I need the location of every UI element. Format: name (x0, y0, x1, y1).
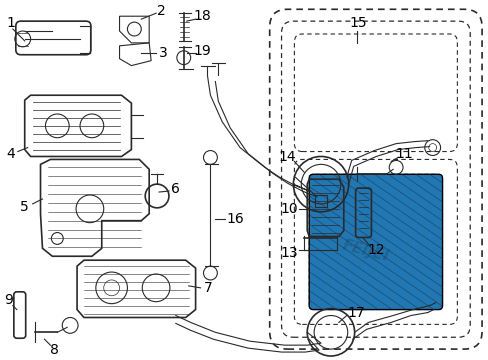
Text: 5: 5 (20, 200, 29, 214)
Text: 15: 15 (349, 16, 366, 30)
Text: 6: 6 (171, 182, 180, 196)
Text: 18: 18 (193, 9, 211, 23)
Text: 14: 14 (278, 150, 296, 165)
Text: 19: 19 (193, 44, 211, 58)
Text: 1: 1 (6, 16, 15, 30)
Text: 11: 11 (394, 148, 412, 162)
Text: 9: 9 (4, 293, 13, 307)
Text: 7: 7 (203, 281, 212, 295)
Text: 13: 13 (280, 246, 298, 260)
Text: 2: 2 (156, 4, 165, 18)
Text: 10: 10 (280, 202, 298, 216)
FancyBboxPatch shape (308, 174, 442, 310)
Text: 12: 12 (367, 243, 385, 257)
Text: 16: 16 (226, 212, 244, 226)
Text: FEIJEI: FEIJEI (340, 238, 390, 265)
Text: 17: 17 (347, 306, 365, 320)
Text: 3: 3 (158, 46, 167, 60)
Text: 4: 4 (6, 148, 15, 162)
Text: 8: 8 (50, 343, 59, 357)
